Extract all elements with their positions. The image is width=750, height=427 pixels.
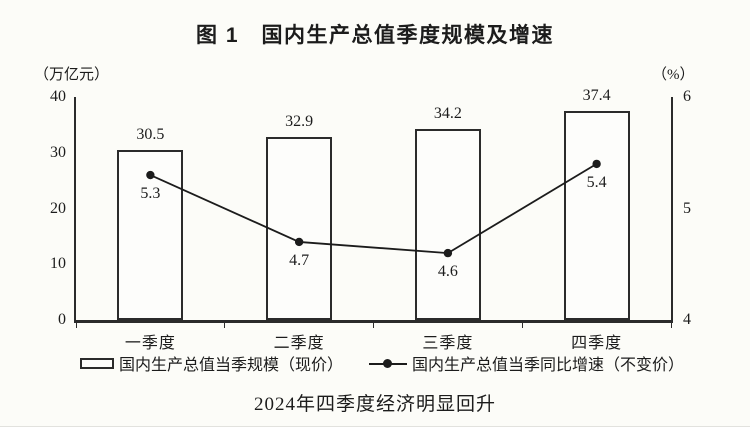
x-axis-tick [373, 323, 374, 328]
line-swatch-marker [383, 358, 392, 368]
line-value-label: 4.7 [289, 251, 310, 269]
line-value-label: 4.6 [437, 263, 458, 281]
y-axis-left [74, 97, 76, 320]
left-axis-tick-0: 0 [58, 311, 66, 328]
right-axis-tick-6: 6 [683, 88, 691, 105]
legend-item-bar-series: 国内生产总值当季规模（现价） [80, 352, 343, 374]
bar-value-label: 30.5 [136, 125, 165, 143]
line-value-label: 5.4 [586, 173, 607, 191]
left-axis-tick-20: 20 [50, 199, 66, 217]
x-axis-label-1: 一季度 [124, 335, 176, 352]
left-axis-tick-10: 10 [50, 255, 66, 273]
line-value-label: 5.3 [140, 185, 161, 203]
right-axis-tick-4: 4 [683, 311, 691, 328]
bar-value-label: 32.9 [285, 112, 314, 130]
bar-4 [563, 111, 630, 320]
bar-value-label: 37.4 [582, 87, 611, 105]
bar-value-label: 34.2 [433, 105, 462, 123]
bar-2 [266, 136, 333, 320]
legend-item-line-series: 国内生产总值当季同比增速（不变价） [369, 352, 684, 374]
chart-title: 图 1 国内生产总值季度规模及增速 [195, 24, 554, 47]
x-axis-tick [224, 323, 226, 328]
y-axis-right [671, 97, 673, 320]
left-axis-tick-30: 30 [50, 143, 66, 161]
x-axis-label-4: 四季度 [571, 335, 623, 352]
right-axis-unit-label: （%） [652, 67, 695, 83]
bar-3 [414, 129, 481, 320]
x-axis-tick [75, 323, 77, 328]
legend-label-bar-series: 国内生产总值当季规模（现价） [119, 357, 344, 374]
legend-label-line-series: 国内生产总值当季同比增速（不变价） [412, 357, 685, 374]
line-data-point [443, 248, 453, 258]
x-axis-tick [670, 323, 672, 328]
x-axis-tick [521, 323, 523, 328]
figure-caption: 2024年四季度经济明显回升 [253, 394, 496, 415]
x-axis-label-2: 二季度 [273, 335, 325, 352]
x-axis [74, 320, 673, 323]
right-axis-tick-5: 5 [683, 199, 691, 217]
x-axis-label-3: 三季度 [422, 335, 474, 352]
line-data-point [592, 159, 601, 169]
line-data-point [294, 237, 304, 247]
line-series-swatch-icon [369, 358, 407, 369]
bar-series-swatch-icon [80, 357, 114, 369]
line-data-point [146, 170, 155, 180]
left-axis-unit-label: （万亿元） [34, 67, 110, 83]
left-axis-tick-40: 40 [50, 88, 66, 105]
